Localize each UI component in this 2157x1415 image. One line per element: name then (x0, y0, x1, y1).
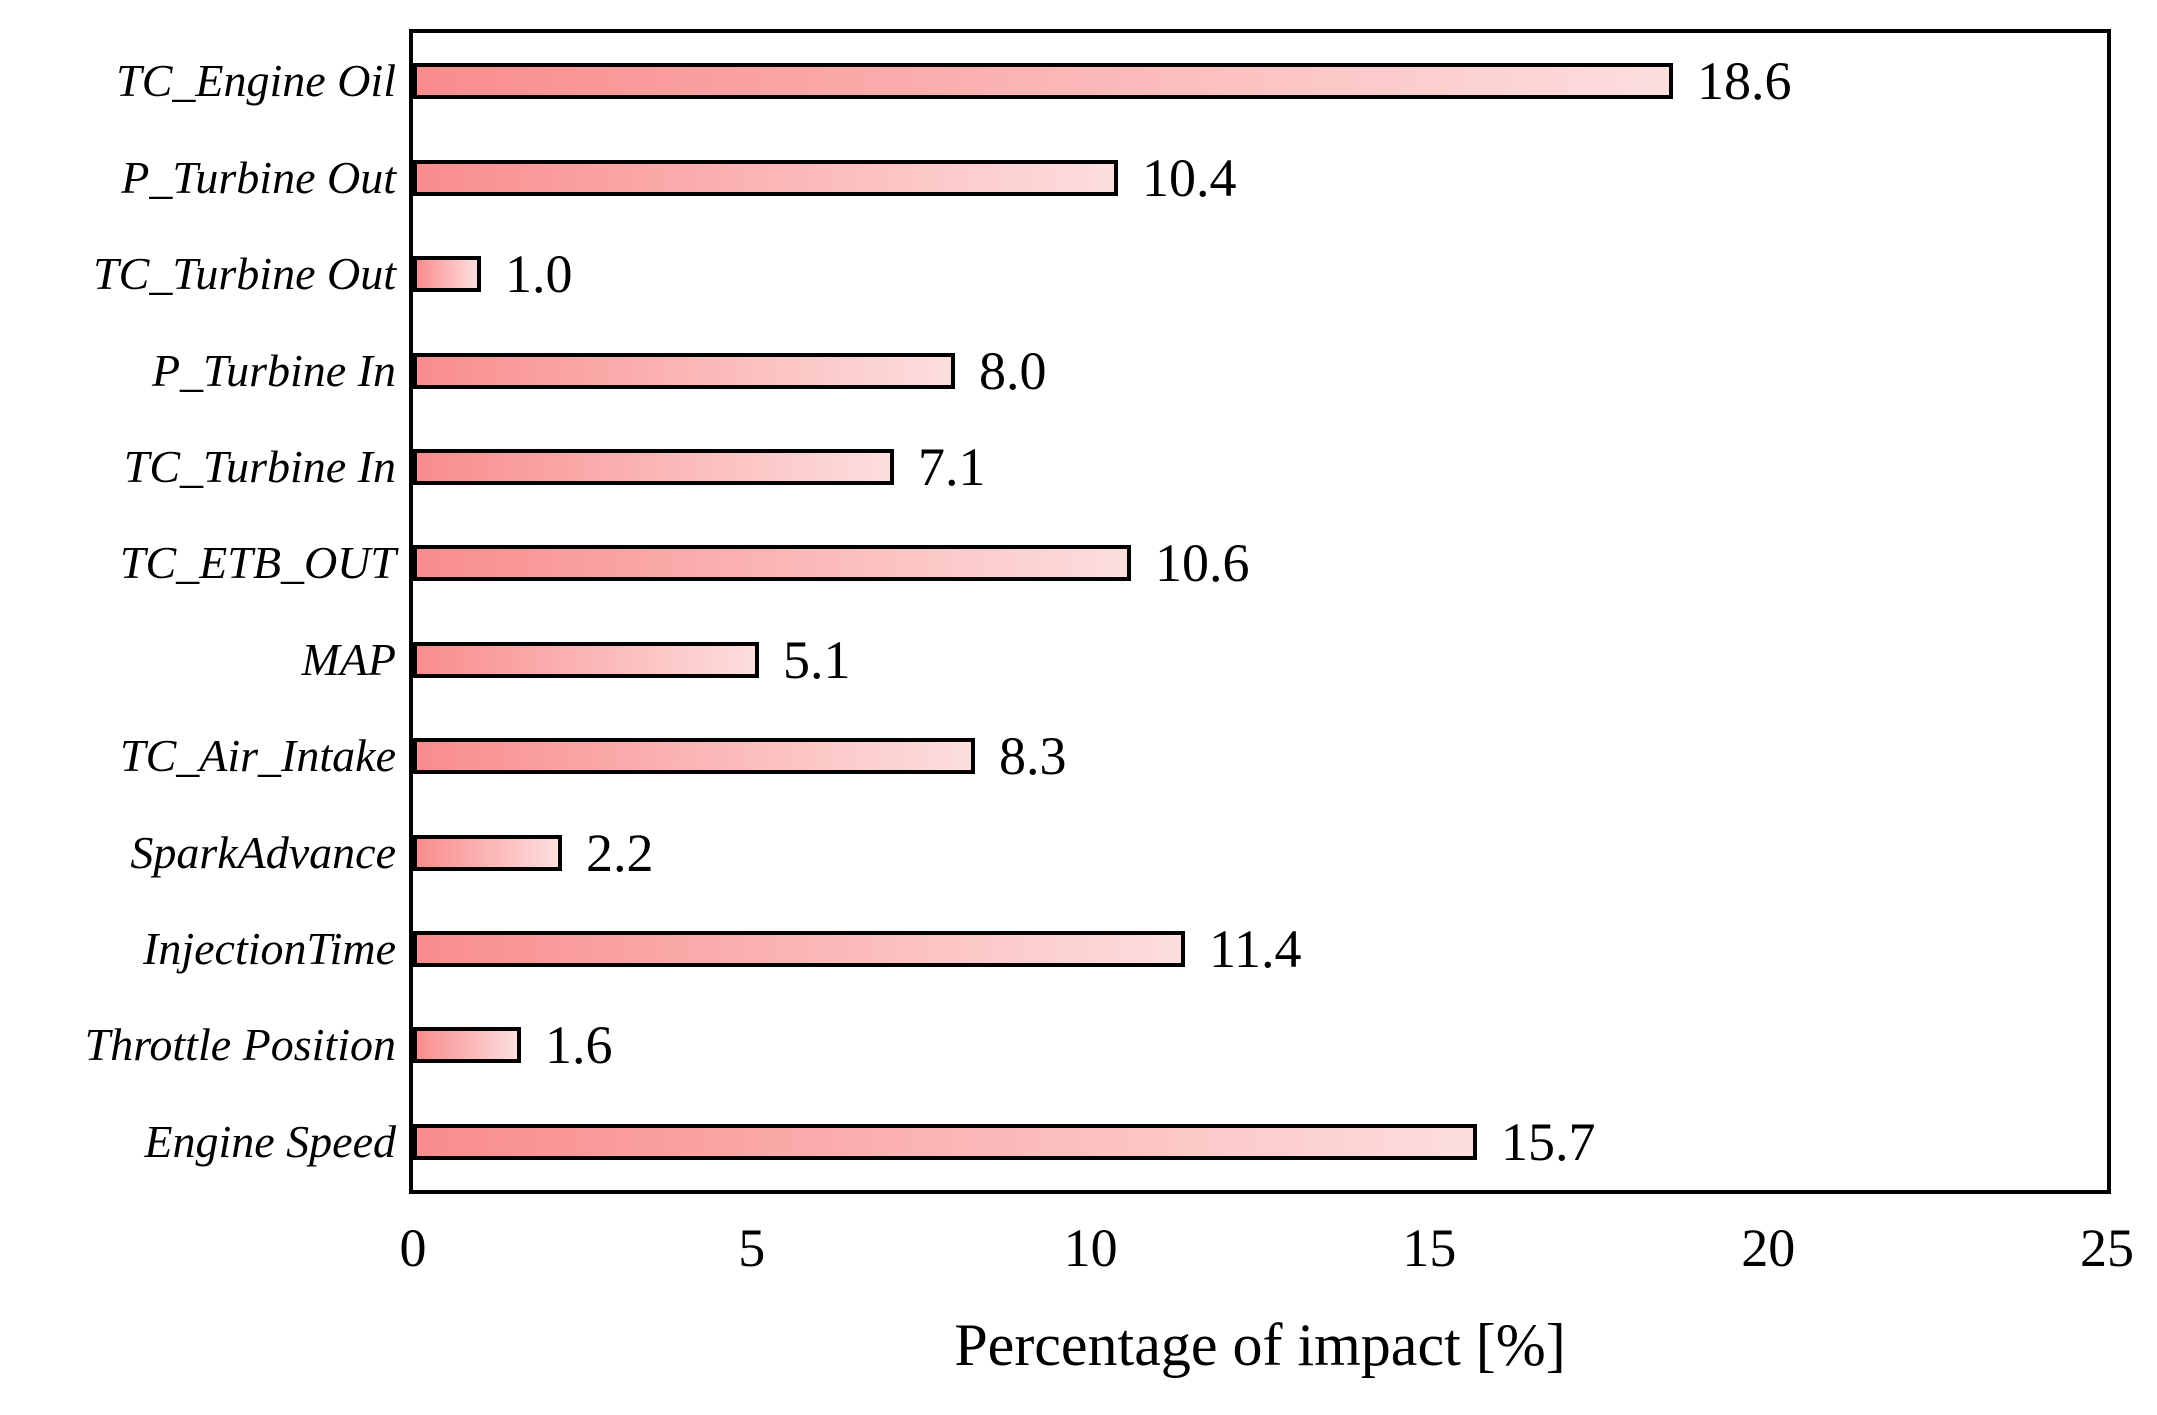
plot-area (409, 29, 2111, 1194)
x-tick-label: 5 (738, 1218, 766, 1278)
bar (413, 641, 759, 678)
value-label: 2.2 (586, 822, 654, 883)
x-axis-title: Percentage of impact [%] (954, 1312, 1566, 1378)
value-label: 1.6 (545, 1015, 613, 1076)
x-tick-label: 15 (1402, 1218, 1457, 1278)
category-label: SparkAdvance (130, 826, 396, 878)
category-label: MAP (301, 633, 396, 685)
category-label: Throttle Position (84, 1019, 396, 1071)
value-label: 1.0 (505, 244, 573, 304)
value-label: 8.0 (979, 340, 1047, 401)
bar (413, 448, 894, 485)
category-label: TC_Air_Intake (120, 730, 396, 782)
category-label: Engine Speed (144, 1115, 396, 1167)
bar (413, 256, 481, 292)
category-label: TC_Turbine Out (93, 248, 396, 299)
bar (413, 159, 1118, 196)
value-label: 7.1 (918, 436, 986, 497)
value-label: 11.4 (1209, 919, 1302, 979)
bar (413, 352, 955, 389)
bar (413, 738, 975, 775)
bar (413, 834, 562, 871)
category-label: P_Turbine In (151, 344, 396, 396)
bar (413, 1123, 1477, 1160)
value-label: 10.4 (1142, 147, 1237, 208)
bar (413, 545, 1131, 582)
value-label: 10.6 (1155, 533, 1250, 594)
x-tick-label: 10 (1063, 1218, 1118, 1278)
bar (413, 63, 1673, 100)
value-label: 5.1 (783, 629, 851, 690)
x-tick-label: 20 (1741, 1218, 1796, 1278)
x-tick-label: 25 (2080, 1218, 2134, 1278)
x-tick-label: 0 (399, 1218, 427, 1278)
bar (413, 1027, 521, 1064)
category-label: InjectionTime (143, 923, 396, 974)
plot-bars-layer: 18.6 10.4 1.0 8.0 7.1 10.6 5.1 8.3 2.2 11.4 1.6 15.… (413, 33, 2107, 1190)
bar (413, 931, 1185, 967)
category-label: TC_Engine Oil (116, 55, 396, 107)
value-label: 15.7 (1501, 1111, 1596, 1172)
value-label: 8.3 (999, 726, 1067, 787)
category-label: P_Turbine Out (121, 151, 396, 203)
value-label: 18.6 (1697, 51, 1792, 112)
category-label: TC_Turbine In (123, 440, 396, 492)
category-label: TC_ETB_OUT (119, 537, 396, 589)
